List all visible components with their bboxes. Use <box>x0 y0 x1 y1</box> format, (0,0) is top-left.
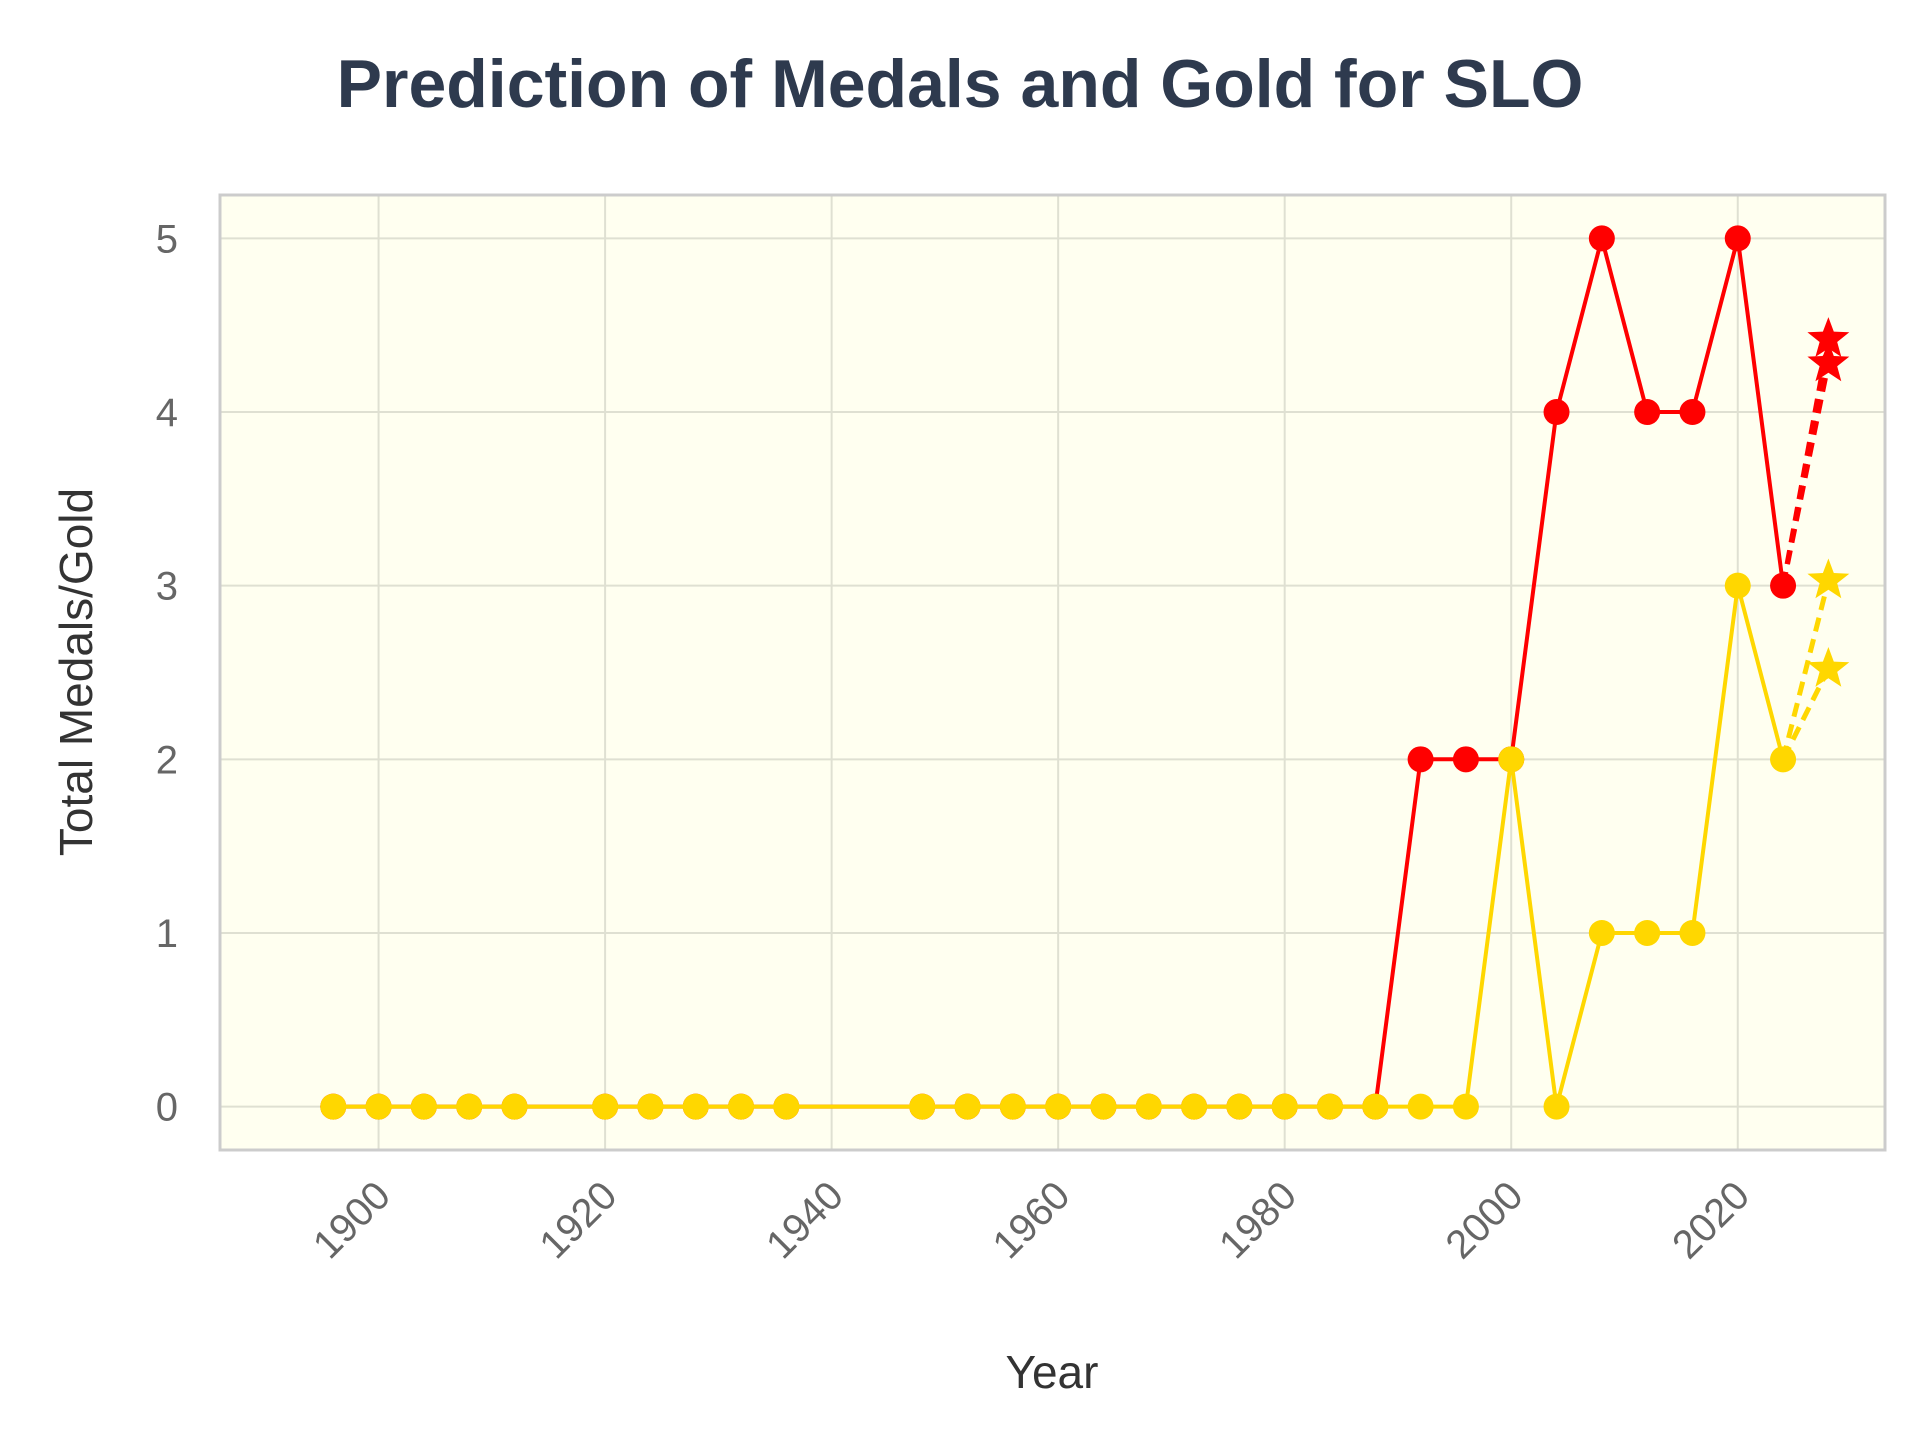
point-marker <box>1498 746 1525 773</box>
point-marker <box>1634 919 1661 946</box>
y-tick-label: 2 <box>156 738 178 782</box>
star-marker <box>1807 647 1850 687</box>
point-marker <box>1724 225 1751 252</box>
point-marker <box>1634 399 1661 426</box>
x-tick-label: 2020 <box>1664 1173 1758 1267</box>
series-line <box>1780 338 1831 587</box>
x-tick-label: 1940 <box>758 1173 852 1267</box>
point-marker <box>1090 1093 1117 1120</box>
star-marker <box>1807 558 1850 599</box>
series-2 <box>1780 317 1850 587</box>
point-marker <box>1543 1093 1570 1120</box>
point-marker <box>1362 1093 1389 1120</box>
series-layer <box>320 225 1850 1120</box>
point-marker <box>1588 919 1615 946</box>
point-marker <box>592 1093 619 1120</box>
plot-area <box>220 195 1885 1150</box>
point-marker <box>954 1093 981 1120</box>
point-marker <box>1679 399 1706 426</box>
point-marker <box>1588 225 1615 252</box>
x-tick-label: 1960 <box>984 1173 1078 1267</box>
point-marker <box>1271 1093 1298 1120</box>
point-marker <box>637 1093 664 1120</box>
series-4 <box>1780 558 1850 760</box>
point-marker <box>1407 1093 1434 1120</box>
point-marker <box>773 1093 800 1120</box>
point-marker <box>501 1093 528 1120</box>
point-marker <box>728 1093 755 1120</box>
series-line <box>1780 667 1831 761</box>
point-marker <box>682 1093 709 1120</box>
point-marker <box>1135 1093 1162 1120</box>
point-marker <box>1770 746 1797 773</box>
point-marker <box>410 1093 437 1120</box>
point-marker <box>456 1093 483 1120</box>
series-line <box>1780 362 1831 587</box>
point-marker <box>1724 572 1751 599</box>
series-line <box>333 583 1786 1109</box>
series-line <box>1780 579 1831 760</box>
point-marker <box>1317 1093 1343 1120</box>
point-marker <box>1452 1093 1479 1120</box>
chart-title: Prediction of Medals and Gold for SLO <box>336 46 1584 122</box>
point-marker <box>1543 399 1570 426</box>
series-1 <box>320 572 1797 1120</box>
point-marker <box>365 1093 392 1120</box>
x-tick-label: 1900 <box>305 1173 399 1267</box>
y-axis-label: Total Medals/Gold <box>50 488 102 856</box>
y-tick-label: 5 <box>156 217 178 261</box>
point-marker <box>1045 1093 1072 1120</box>
point-marker <box>909 1093 936 1120</box>
y-tick-label: 1 <box>156 912 178 956</box>
point-marker <box>320 1093 347 1120</box>
series-3 <box>1780 341 1850 587</box>
plot-frame <box>218 193 1887 1152</box>
y-tick-label: 4 <box>156 391 178 435</box>
y-tick-label: 0 <box>156 1086 178 1130</box>
point-marker <box>1452 746 1479 773</box>
point-marker <box>1407 746 1434 773</box>
point-marker <box>999 1093 1026 1120</box>
series-5 <box>1780 647 1850 761</box>
y-tick-label: 3 <box>156 565 178 609</box>
point-marker <box>1226 1093 1253 1120</box>
x-tick-label: 1980 <box>1211 1173 1305 1267</box>
x-tick-label: 1920 <box>531 1173 625 1267</box>
star-marker <box>1807 317 1850 357</box>
point-marker <box>1679 919 1706 946</box>
x-tick-label: 2000 <box>1438 1173 1532 1267</box>
star-marker <box>1807 341 1850 382</box>
point-marker <box>1181 1093 1208 1120</box>
x-axis-label: Year <box>1006 1346 1099 1398</box>
